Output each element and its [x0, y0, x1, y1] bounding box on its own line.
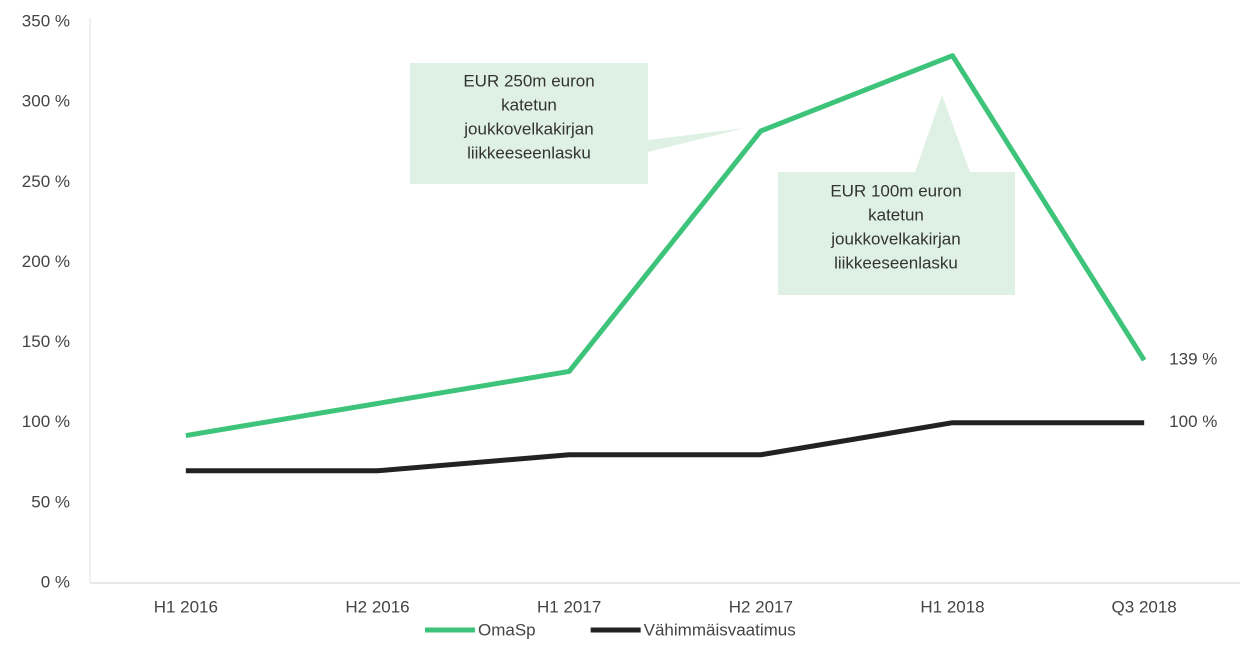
annotation-text: EUR 100m euron — [830, 181, 961, 200]
x-tick-label: H1 2018 — [920, 597, 984, 616]
callout-box — [778, 95, 1015, 295]
y-tick-label: 0 % — [41, 572, 70, 591]
y-tick-label: 150 % — [22, 332, 70, 351]
series-line — [185, 420, 1145, 474]
series-line — [185, 53, 1147, 439]
x-tick-label: H1 2017 — [537, 597, 601, 616]
annotation-text: joukkovelkakirjan — [463, 119, 593, 138]
x-tick-label: H2 2017 — [729, 597, 793, 616]
annotation-text: liikkeeseenlasku — [834, 253, 958, 272]
y-tick-label: 350 % — [22, 11, 70, 30]
legend-label: OmaSp — [478, 620, 536, 639]
value-label: 100 % — [1169, 412, 1217, 431]
callout-box — [410, 63, 745, 184]
annotation-text: EUR 250m euron — [463, 71, 594, 90]
annotation-text: liikkeeseenlasku — [467, 143, 591, 162]
y-tick-label: 300 % — [22, 92, 70, 111]
annotation-text: katetun — [501, 95, 557, 114]
y-tick-label: 100 % — [22, 412, 70, 431]
value-label: 139 % — [1169, 350, 1217, 369]
annotation-text: joukkovelkakirjan — [830, 229, 960, 248]
y-tick-label: 50 % — [31, 492, 70, 511]
y-tick-label: 200 % — [22, 252, 70, 271]
legend-label: Vähimmäisvaatimus — [644, 620, 796, 639]
x-tick-label: H2 2016 — [345, 597, 409, 616]
y-tick-label: 250 % — [22, 172, 70, 191]
x-tick-label: Q3 2018 — [1112, 597, 1177, 616]
annotation-text: katetun — [868, 205, 924, 224]
x-tick-label: H1 2016 — [154, 597, 218, 616]
